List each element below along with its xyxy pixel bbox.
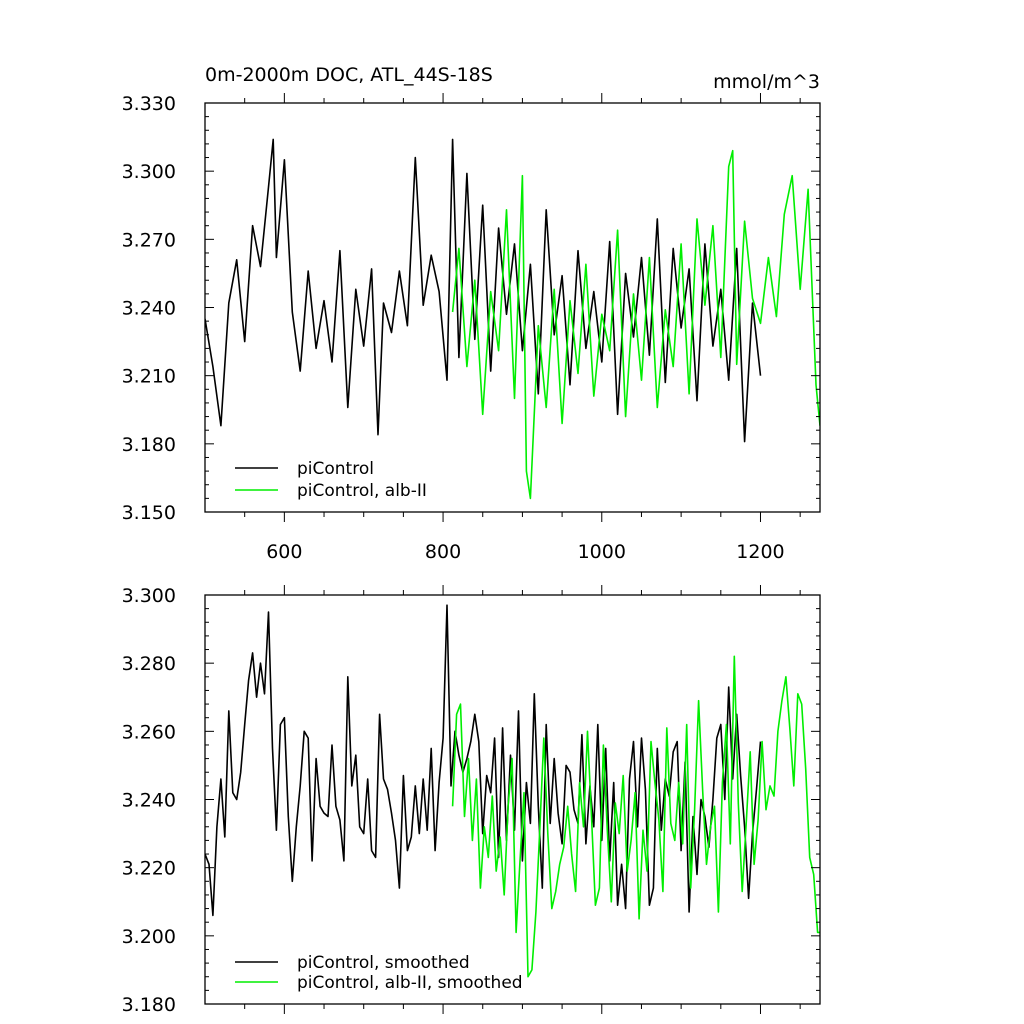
bottom-panel: 3.180 3.200 3.220 3.240 3.260 3.280 3.300 piCon… <box>122 585 821 1016</box>
y-tick-label: 3.270 <box>122 229 176 251</box>
legend-label: piControl, alb-II <box>297 481 427 501</box>
y-tick-label: 3.260 <box>122 721 176 743</box>
y-tick-label: 3.300 <box>122 585 176 607</box>
x-tick-label: 1200 <box>736 541 784 563</box>
units-label: mmol/m^3 <box>713 71 820 93</box>
y-tick-label: 3.280 <box>122 653 176 675</box>
legend-label: piControl, alb-II, smoothed <box>297 973 523 993</box>
x-tick-label: 600 <box>266 541 302 563</box>
y-tick-label: 3.180 <box>122 994 176 1016</box>
series-line-picontrol <box>205 604 762 917</box>
top-panel: 3.150 3.180 3.210 3.240 3.270 3.300 3.330 600 80… <box>122 64 821 563</box>
legend-label: piControl, smoothed <box>297 953 470 973</box>
plot-frame <box>204 102 821 513</box>
series-line-alb-ii <box>451 149 820 500</box>
y-tick-label: 3.330 <box>122 93 176 115</box>
y-tick-label: 3.180 <box>122 434 176 456</box>
y-tick-label: 3.200 <box>122 926 176 948</box>
series-line-picontrol <box>205 138 762 443</box>
x-tick-label: 1000 <box>578 541 626 563</box>
legend-label: piControl <box>297 459 374 479</box>
chart-title: 0m-2000m DOC, ATL_44S-18S <box>205 64 493 86</box>
y-tick-label: 3.150 <box>122 502 176 524</box>
y-tick-label: 3.220 <box>122 858 176 880</box>
y-tick-label: 3.240 <box>122 298 176 320</box>
x-tick-label: 800 <box>425 541 461 563</box>
y-tick-label: 3.210 <box>122 366 176 388</box>
y-tick-label: 3.300 <box>122 161 176 183</box>
y-tick-label: 3.240 <box>122 790 176 812</box>
series-line-alb-ii <box>451 655 820 978</box>
